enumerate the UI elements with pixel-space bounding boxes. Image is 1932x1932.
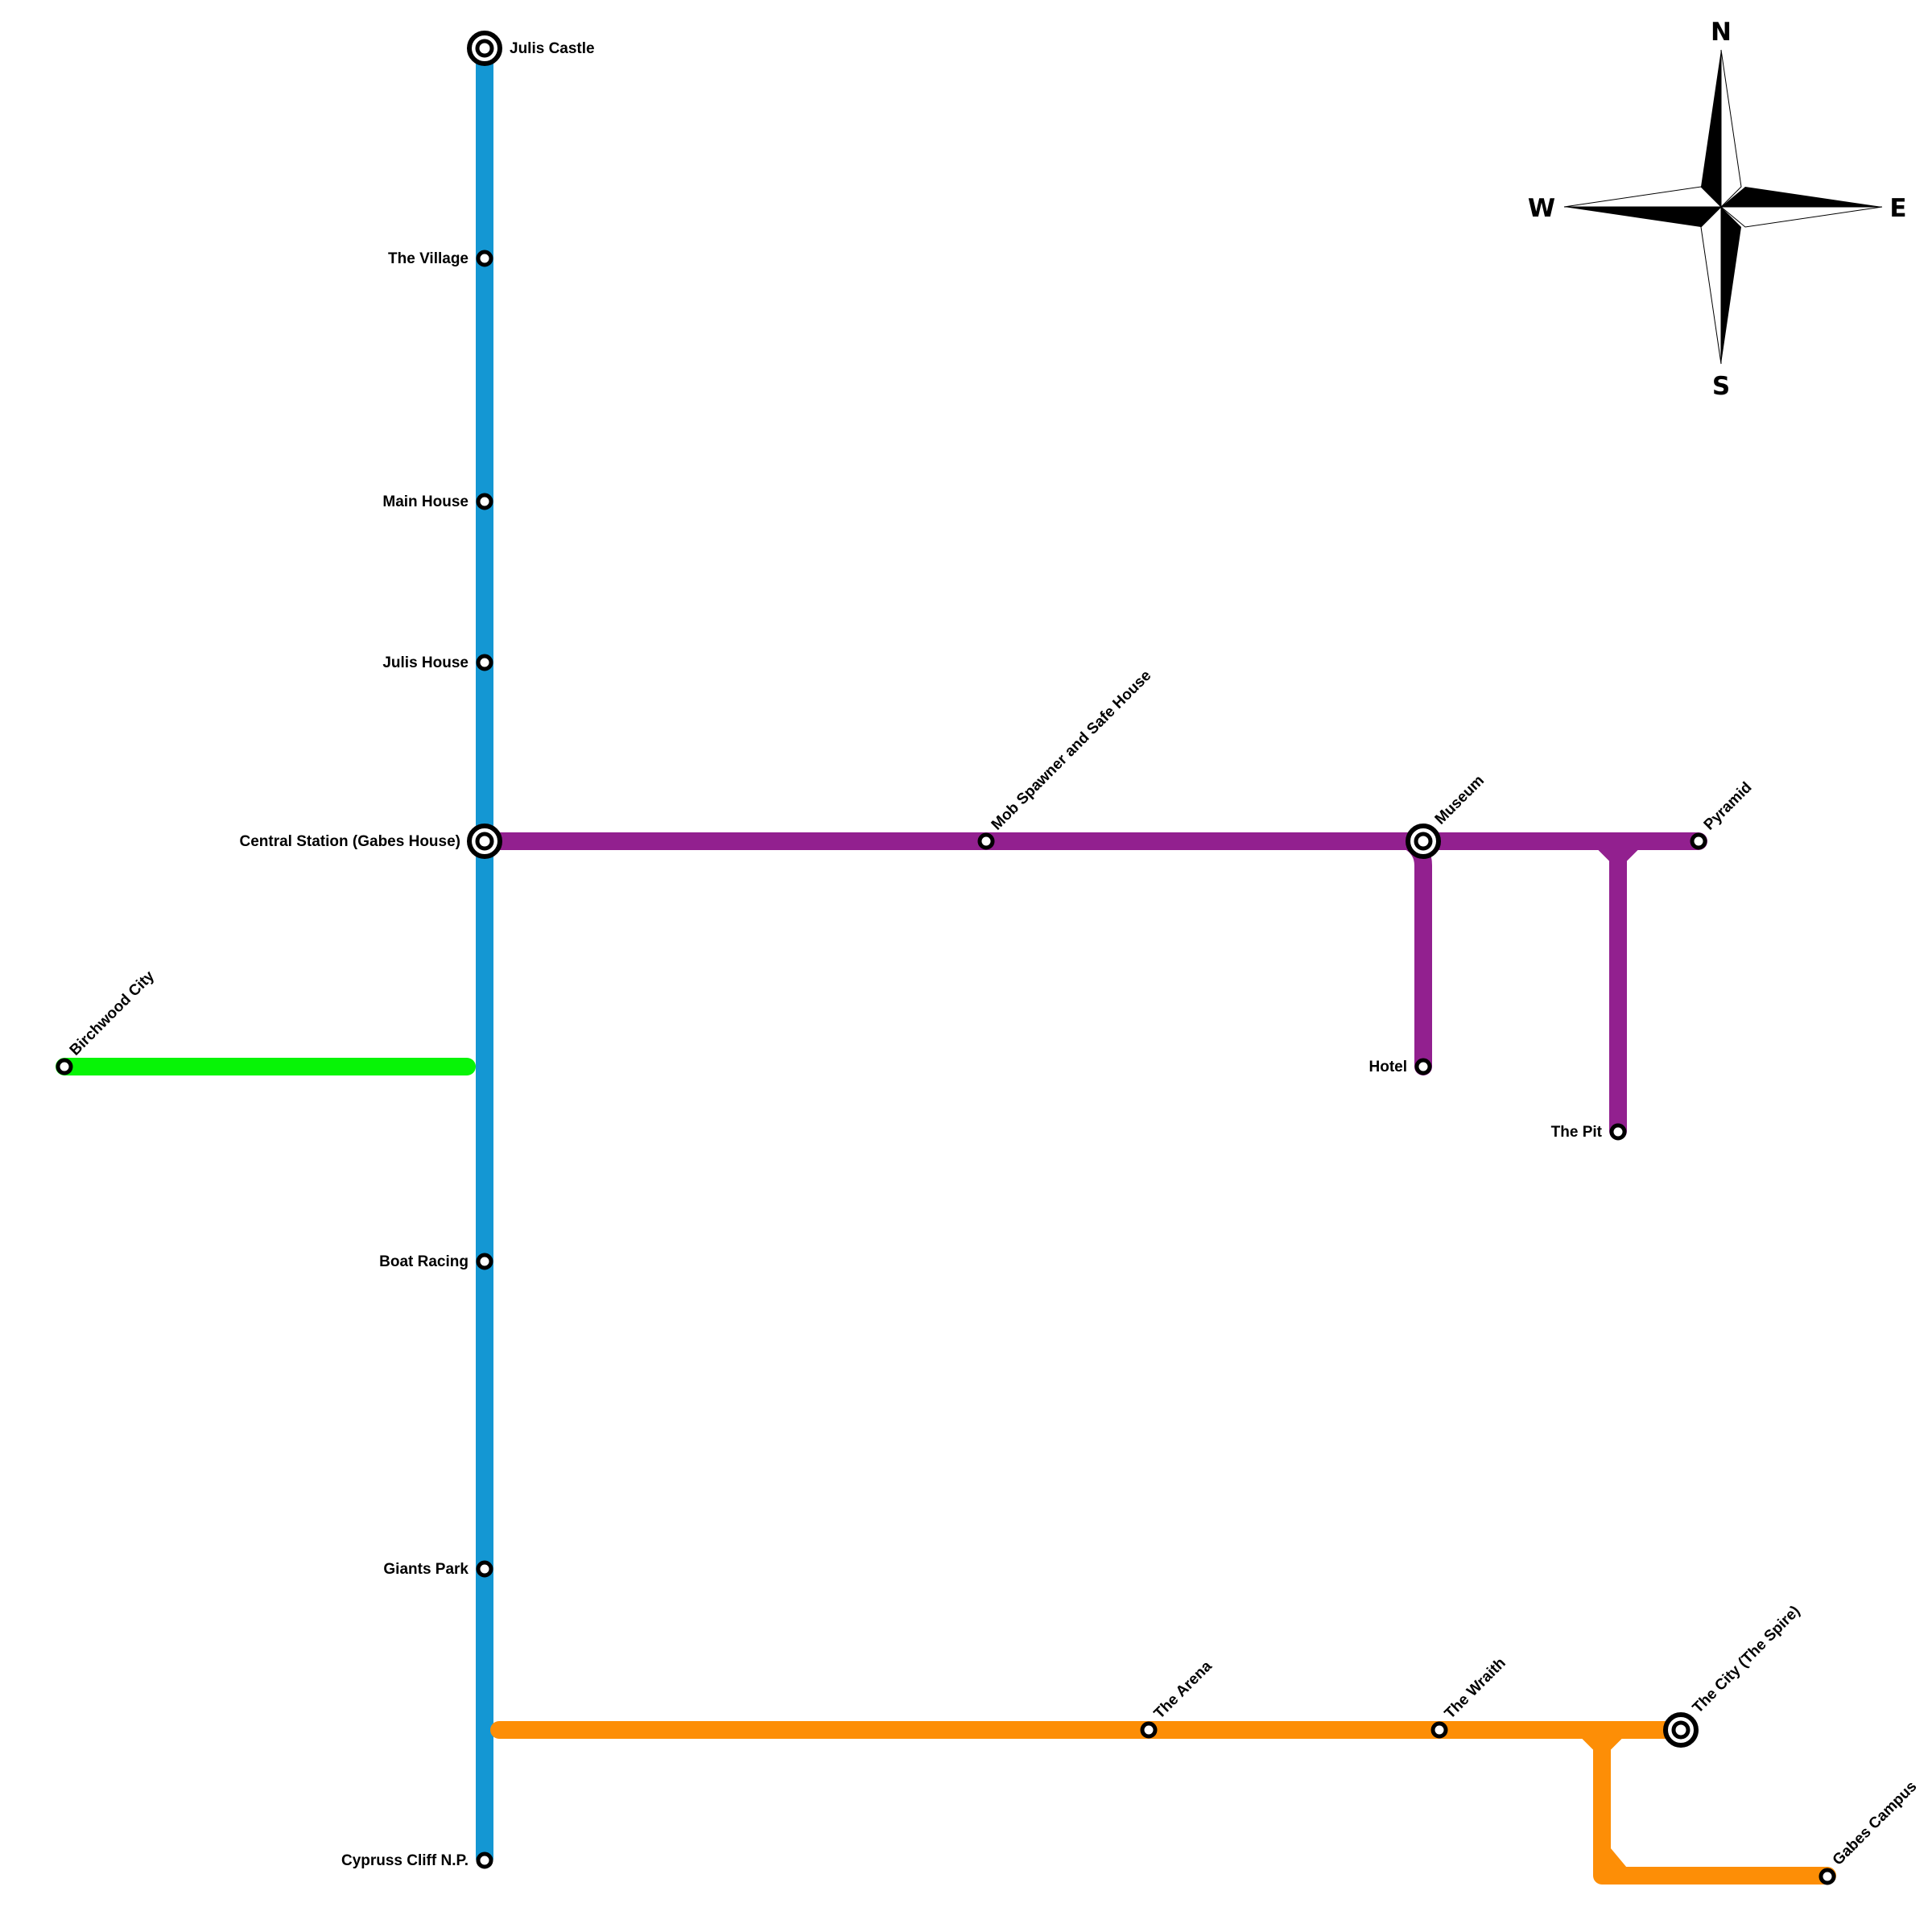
station-mob-spawner[interactable]: Mob Spawner and Safe House	[977, 667, 1155, 850]
station-pyramid[interactable]: Pyramid	[1690, 779, 1756, 850]
station-central-station[interactable]: Central Station (Gabes House)	[240, 824, 502, 859]
compass-west-label: W	[1528, 194, 1555, 223]
station-label: The Wraith	[1442, 1655, 1509, 1723]
station-label: The Arena	[1151, 1657, 1216, 1722]
station-giants-park[interactable]: Giants Park	[383, 1560, 493, 1578]
station-label: Giants Park	[383, 1561, 469, 1578]
station-the-city[interactable]: The City (The Spire)	[1663, 1603, 1804, 1748]
station-label: Boat Racing	[379, 1253, 469, 1270]
orange-branch-campus	[1577, 1721, 1836, 1885]
station-hotel[interactable]: Hotel	[1369, 1058, 1432, 1075]
station-the-pit[interactable]: The Pit	[1551, 1123, 1627, 1141]
station-label: The Village	[388, 250, 469, 267]
purple-branch-hotel	[1400, 832, 1432, 1075]
station-label: Gabes Campus	[1830, 1778, 1921, 1869]
compass-rose-icon: N S E W	[1528, 18, 1907, 401]
stations: Julis Castle The Village Main House Juli…	[56, 31, 1921, 1885]
station-label: Central Station (Gabes House)	[240, 833, 461, 850]
compass-east-label: E	[1889, 194, 1906, 223]
station-label: Julis Castle	[510, 40, 595, 57]
station-julis-house[interactable]: Julis House	[382, 654, 493, 671]
station-label: Hotel	[1369, 1059, 1408, 1075]
station-label: Mob Spawner and Safe House	[989, 667, 1155, 834]
station-cypruss-cliff[interactable]: Cypruss Cliff N.P.	[341, 1852, 493, 1869]
station-gabes-campus[interactable]: Gabes Campus	[1818, 1778, 1921, 1885]
station-label: Julis House	[382, 654, 469, 671]
compass-north-label: N	[1711, 18, 1732, 47]
station-label: Museum	[1432, 772, 1488, 828]
station-label: Birchwood City	[67, 968, 159, 1059]
station-label: Main House	[382, 493, 469, 510]
station-label: Cypruss Cliff N.P.	[341, 1852, 469, 1869]
station-label: The City (The Spire)	[1690, 1603, 1804, 1717]
station-label: Pyramid	[1701, 779, 1756, 834]
purple-branch-pit	[1593, 832, 1643, 1140]
station-label: The Pit	[1551, 1124, 1603, 1141]
station-the-village[interactable]: The Village	[388, 250, 493, 267]
compass-south-label: S	[1712, 372, 1730, 401]
station-boat-racing[interactable]: Boat Racing	[379, 1253, 493, 1270]
route-lines	[56, 39, 1836, 1885]
station-birchwood-city[interactable]: Birchwood City	[56, 968, 159, 1075]
station-main-house[interactable]: Main House	[382, 493, 493, 510]
station-julis-castle[interactable]: Julis Castle	[467, 31, 595, 66]
